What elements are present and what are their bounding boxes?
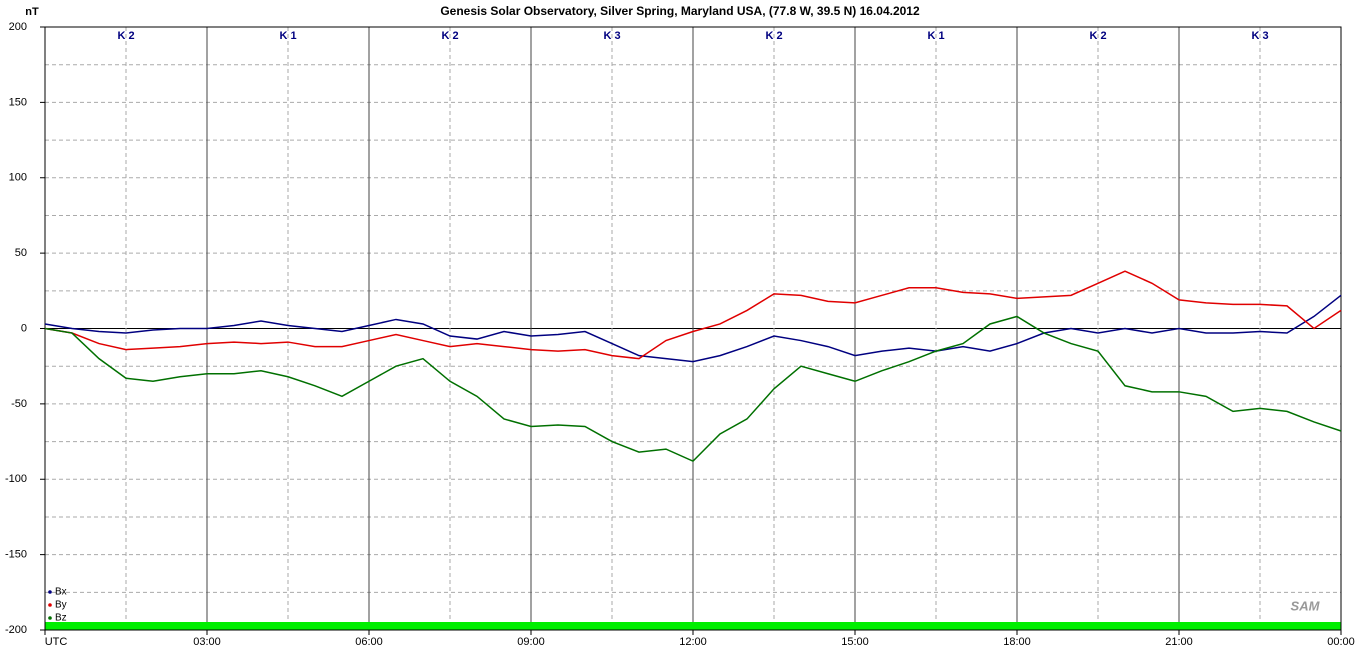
x-tick-label: 21:00 [1165, 636, 1193, 648]
logo: SAM [1291, 598, 1321, 613]
legend-label: Bx [55, 587, 67, 598]
x-tick-label: 15:00 [841, 636, 869, 648]
legend-marker [48, 590, 52, 594]
y-axis-label: nT [25, 6, 39, 18]
k-index: K 3 [1251, 30, 1268, 42]
x-tick-label: 06:00 [355, 636, 383, 648]
legend-label: Bz [55, 613, 67, 624]
x-tick-label: 18:00 [1003, 636, 1031, 648]
legend-label: By [55, 600, 67, 611]
series-line [44, 270, 1342, 360]
series-line [44, 315, 1342, 463]
y-tick-label: 50 [15, 247, 27, 259]
x-tick-label: 09:00 [517, 636, 545, 648]
x-tick-label: UTC [45, 636, 68, 648]
y-tick-label: 0 [21, 322, 27, 334]
k-index: K 2 [1089, 30, 1106, 42]
x-tick-label: 00:00 [1327, 636, 1355, 648]
k-index: K 3 [603, 30, 620, 42]
x-tick-label: 03:00 [193, 636, 221, 648]
legend-marker [48, 616, 52, 620]
x-tick-label: 12:00 [679, 636, 707, 648]
y-tick-label: -200 [5, 624, 27, 636]
k-index: K 1 [927, 30, 944, 42]
series-line [44, 294, 1342, 363]
y-tick-label: -100 [5, 473, 27, 485]
k-index: K 2 [765, 30, 782, 42]
k-index: K 2 [441, 30, 458, 42]
y-tick-label: -150 [5, 549, 27, 561]
y-tick-label: 200 [9, 21, 27, 33]
y-tick-label: 100 [9, 172, 27, 184]
chart-title: Genesis Solar Observatory, Silver Spring… [440, 4, 920, 18]
y-tick-label: 150 [9, 96, 27, 108]
k-index: K 1 [279, 30, 296, 42]
status-bar [45, 622, 1341, 630]
legend-marker [48, 603, 52, 607]
k-index: K 2 [117, 30, 134, 42]
y-tick-label: -50 [11, 398, 27, 410]
